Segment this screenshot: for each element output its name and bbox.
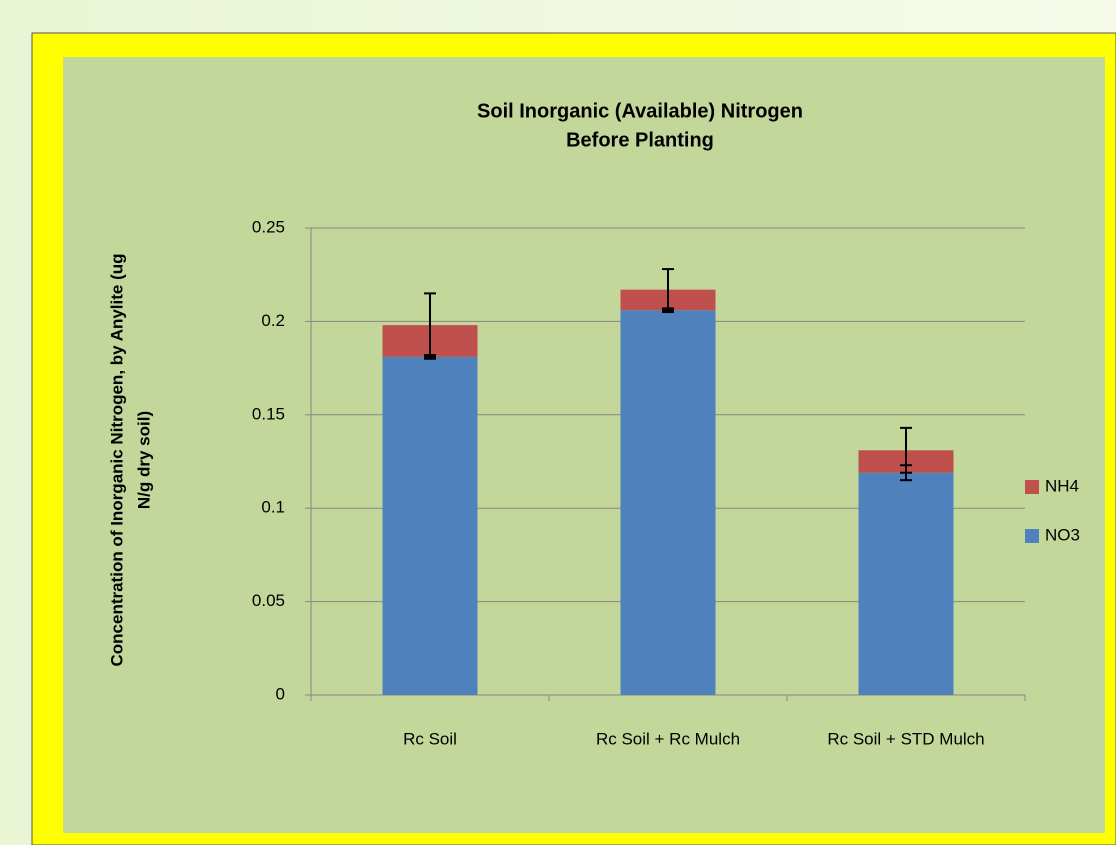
error-bar [900,426,912,474]
x-tick-label: Rc Soil + Rc Mulch [596,729,740,748]
legend-swatch [1025,480,1039,494]
y-tick-label: 0.25 [252,217,285,236]
y-tick-label: 0.2 [261,311,285,330]
y-tick-label: 0.1 [261,498,285,517]
y-axis-label: N/g dry soil) [134,411,153,509]
bar-segment [858,472,954,695]
error-bar [662,268,674,312]
bar-segment [620,310,716,695]
x-tick-label: Rc Soil + STD Mulch [827,729,984,748]
y-tick-label: 0.05 [252,591,285,610]
y-tick-label: 0 [276,684,285,703]
error-bar [424,292,436,358]
x-tick-label: Rc Soil [403,729,457,748]
legend-label: NH4 [1045,476,1079,495]
chart-subtitle: Before Planting [566,129,714,151]
chart-area [63,57,1105,833]
chart-title: Soil Inorganic (Available) Nitrogen [477,100,803,122]
y-tick-label: 0.15 [252,404,285,423]
legend-swatch [1025,529,1039,543]
legend-label: NO3 [1045,525,1080,544]
y-axis-label: Concentration of Inorganic Nitrogen, by … [107,253,126,666]
bar-segment [382,356,478,695]
